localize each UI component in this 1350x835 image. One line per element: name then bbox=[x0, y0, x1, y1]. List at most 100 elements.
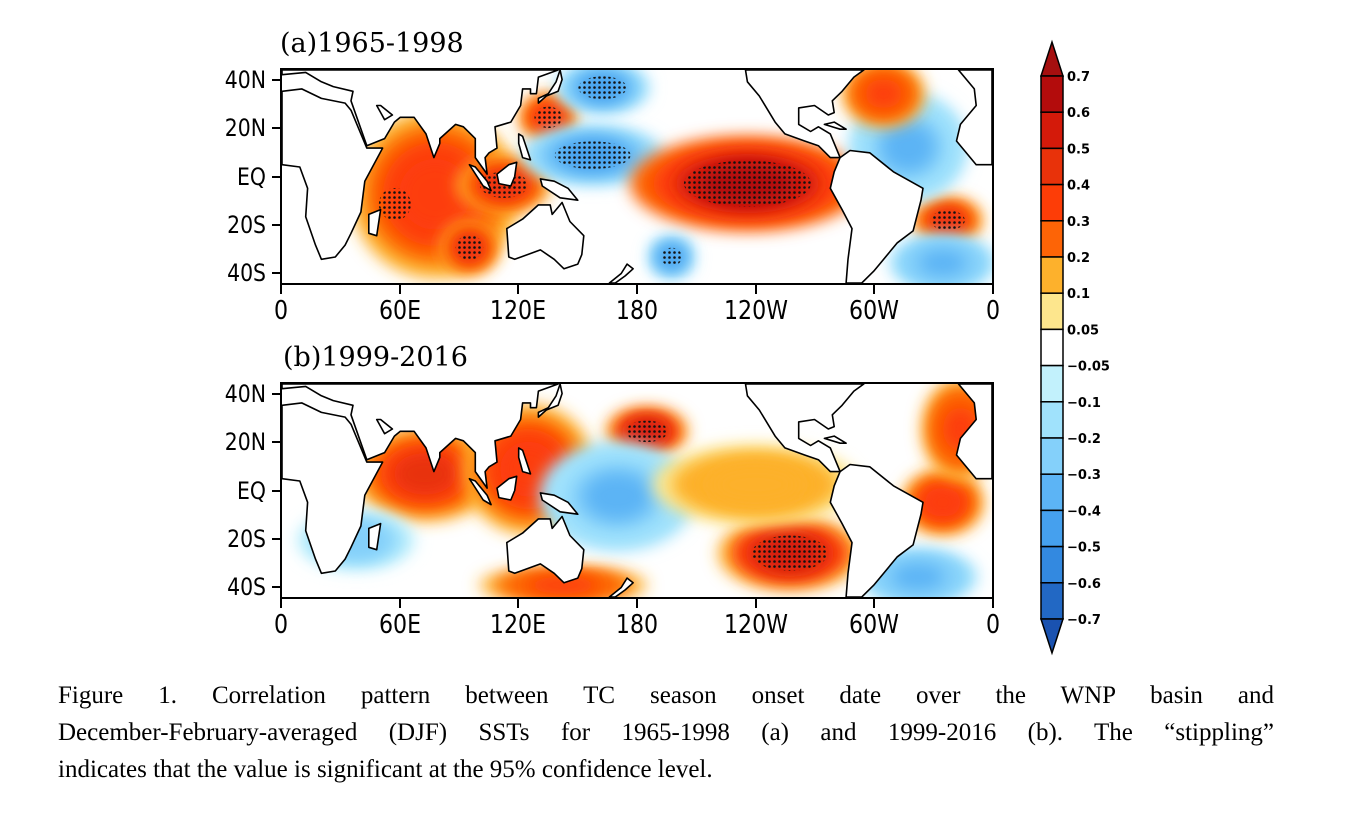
colorbar-label: −0.7 bbox=[1067, 613, 1101, 628]
y-tick-label: 40S bbox=[227, 258, 266, 287]
x-tick-label: 60E bbox=[378, 296, 421, 326]
map-plot-a bbox=[282, 70, 992, 283]
x-tick bbox=[517, 599, 520, 608]
y-tick-label: 40N bbox=[224, 380, 266, 409]
colorbar: 0.7 0.6 0.5 0.4 0.3 0.2 0.1 0.05 −0.05 −0.1 −0.2 −0… bbox=[1039, 39, 1110, 656]
significance-stippling bbox=[554, 141, 631, 170]
colorbar-label: −0.05 bbox=[1067, 360, 1110, 375]
continent-japan bbox=[537, 384, 563, 418]
colorbar-label: −0.1 bbox=[1067, 396, 1101, 411]
map-plot-b bbox=[282, 384, 992, 597]
colorbar-bin bbox=[1040, 111, 1064, 150]
continent-australia bbox=[506, 515, 585, 584]
y-tick-label: 40N bbox=[224, 66, 266, 95]
x-tick-label: 0 bbox=[273, 296, 289, 326]
continent-cuba bbox=[823, 435, 847, 444]
continent-philippines bbox=[517, 447, 532, 475]
colorbar-arrow-bottom bbox=[1039, 618, 1065, 656]
significance-stippling bbox=[930, 210, 965, 231]
field-anomaly-negative bbox=[539, 441, 696, 552]
field-anomaly-positive bbox=[901, 469, 984, 535]
continent-europe-asia bbox=[282, 70, 559, 175]
y-tick bbox=[272, 537, 280, 540]
significance-stippling bbox=[534, 106, 563, 129]
colorbar-label: −0.3 bbox=[1067, 468, 1101, 483]
continent-australia bbox=[506, 201, 585, 270]
colorbar-label: 0.3 bbox=[1067, 215, 1090, 230]
field-anomaly-positive bbox=[652, 444, 858, 525]
colorbar-label: 0.7 bbox=[1067, 70, 1090, 85]
caption-line: Figure 1. Correlation pattern between TC… bbox=[58, 682, 1274, 709]
y-tick bbox=[272, 489, 280, 492]
continent-north-america bbox=[744, 70, 865, 159]
continent-west-africa-right bbox=[955, 70, 992, 166]
field-anomaly-negative bbox=[858, 548, 978, 597]
continent-new-guinea bbox=[539, 178, 579, 201]
significance-stippling bbox=[626, 420, 668, 443]
continent-europe-asia bbox=[282, 384, 559, 489]
y-tick bbox=[272, 585, 280, 588]
x-tick bbox=[280, 285, 282, 294]
y-tick bbox=[272, 223, 280, 226]
significance-stippling bbox=[751, 535, 828, 571]
continent-north-america bbox=[744, 384, 865, 473]
colorbar-bin bbox=[1040, 437, 1064, 475]
panel-b-map bbox=[280, 382, 994, 599]
colorbar-label: −0.4 bbox=[1067, 504, 1101, 519]
x-tick-label: 60E bbox=[378, 610, 421, 640]
y-tick bbox=[272, 175, 280, 178]
continent-cuba bbox=[823, 121, 847, 130]
colorbar-label: 0.05 bbox=[1067, 323, 1099, 338]
y-tick-label: 20N bbox=[224, 428, 266, 457]
y-tick bbox=[272, 79, 280, 82]
x-tick bbox=[873, 285, 876, 294]
x-tick bbox=[280, 599, 282, 608]
caption-line: indicates that the value is significant … bbox=[58, 756, 713, 783]
colorbar-bin bbox=[1040, 183, 1064, 222]
x-tick bbox=[754, 599, 757, 608]
continent-africa bbox=[282, 88, 384, 261]
continent-newzealand bbox=[608, 263, 634, 283]
colorbar-label: 0.2 bbox=[1067, 251, 1090, 266]
x-tick bbox=[517, 285, 520, 294]
significance-stippling bbox=[661, 247, 682, 267]
continent-madagascar bbox=[368, 522, 382, 551]
colorbar-bin bbox=[1040, 292, 1064, 331]
y-tick bbox=[272, 271, 280, 274]
y-tick bbox=[272, 441, 280, 444]
colorbar-label: −0.2 bbox=[1067, 432, 1101, 447]
x-tick-label: 0 bbox=[985, 610, 1001, 640]
x-tick-label: 0 bbox=[985, 296, 1001, 326]
continent-africa bbox=[282, 402, 384, 575]
continent-sumatra bbox=[468, 163, 492, 192]
colorbar-bin bbox=[1040, 509, 1064, 548]
colorbar-bin bbox=[1040, 220, 1064, 258]
y-tick-label: 20N bbox=[224, 114, 266, 143]
caption-line: December-February-averaged (DJF) SSTs fo… bbox=[58, 719, 1274, 746]
colorbar-label: 0.5 bbox=[1067, 142, 1090, 157]
x-tick bbox=[636, 285, 638, 294]
x-tick-label: 120W bbox=[723, 296, 788, 326]
continent-newzealand bbox=[608, 577, 634, 597]
y-tick-label: 40S bbox=[227, 572, 266, 601]
x-tick-label: 180 bbox=[615, 610, 659, 640]
panel-a-title: (a)1965-1998 bbox=[280, 28, 464, 59]
colorbar-label: 0.6 bbox=[1067, 106, 1090, 121]
continent-borneo bbox=[496, 475, 518, 501]
field-anomaly-positive bbox=[353, 426, 497, 522]
panel-a-map bbox=[280, 68, 994, 285]
x-tick-label: 180 bbox=[615, 296, 659, 326]
x-tick-label: 0 bbox=[273, 610, 289, 640]
y-tick bbox=[272, 393, 280, 396]
continent-sumatra bbox=[468, 477, 492, 506]
continent-philippines bbox=[517, 133, 532, 161]
y-tick-label: 20S bbox=[227, 524, 266, 553]
x-tick bbox=[754, 285, 757, 294]
colorbar-bin bbox=[1040, 147, 1064, 186]
continent-south-america bbox=[829, 463, 924, 597]
colorbar-bin bbox=[1040, 256, 1064, 294]
field-anomaly-negative bbox=[889, 234, 992, 283]
y-tick-label: EQ bbox=[237, 476, 266, 505]
x-tick bbox=[398, 599, 401, 608]
colorbar-label: −0.5 bbox=[1067, 541, 1101, 556]
